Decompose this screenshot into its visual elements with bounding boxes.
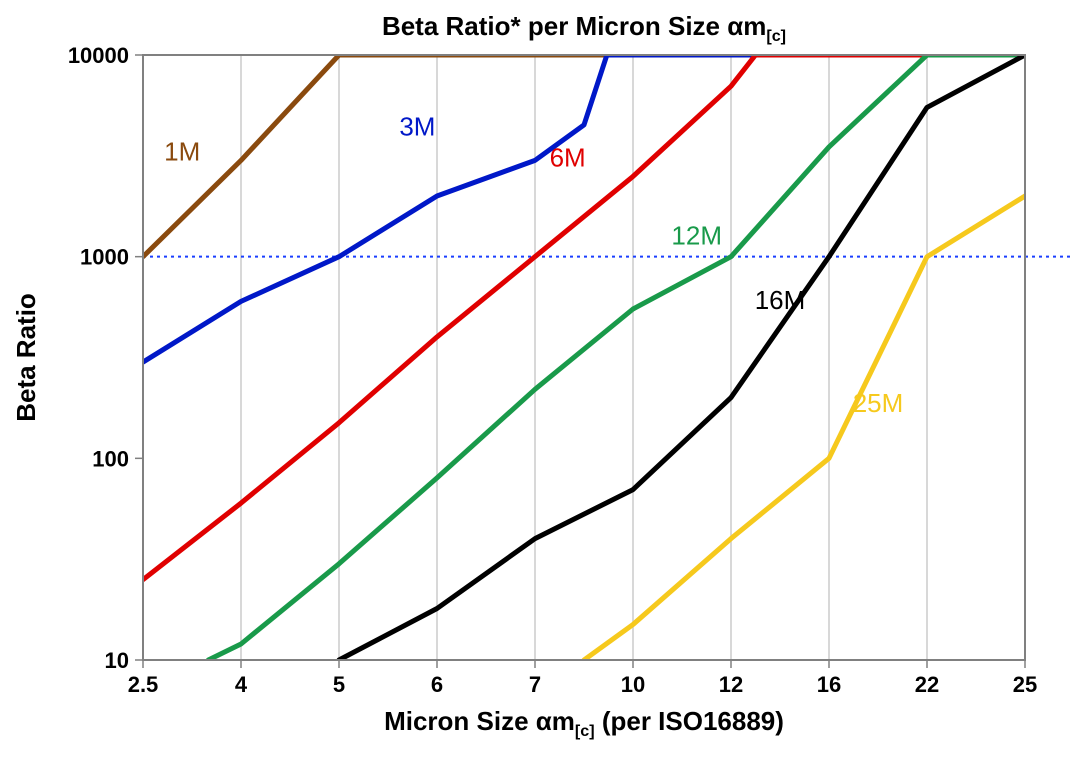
beta-ratio-chart: 1M 3M 6M 12M 16M 25M 2.5 4 5 6 7 10 12 16 22 25 10 100 100… <box>0 0 1082 769</box>
series-label-16M: 16M <box>755 285 806 315</box>
x-tick-label: 16 <box>817 672 841 697</box>
x-tick-label: 5 <box>333 672 345 697</box>
series-label-3M: 3M <box>399 111 435 141</box>
x-tick-label: 4 <box>235 672 248 697</box>
chart-title: Beta Ratio* per Micron Size αm[c] <box>382 11 786 45</box>
y-tick-label: 100 <box>92 446 129 471</box>
x-tick-label: 22 <box>915 672 939 697</box>
series-label-6M: 6M <box>550 142 586 172</box>
y-axis-title: Beta Ratio <box>11 293 41 422</box>
chart-svg: 1M 3M 6M 12M 16M 25M 2.5 4 5 6 7 10 12 16 22 25 10 100 100… <box>0 0 1082 769</box>
y-tick-label: 10000 <box>68 43 129 68</box>
y-tick-label: 10 <box>105 648 129 673</box>
x-tick-label: 10 <box>621 672 645 697</box>
series-label-25M: 25M <box>853 388 904 418</box>
x-tick-label: 7 <box>529 672 541 697</box>
x-tick-label: 12 <box>719 672 743 697</box>
x-tick-label: 25 <box>1013 672 1037 697</box>
series-label-12M: 12M <box>671 220 722 250</box>
series-label-1M: 1M <box>164 136 200 166</box>
y-tick-label: 1000 <box>80 245 129 270</box>
x-tick-label: 2.5 <box>128 672 159 697</box>
x-tick-label: 6 <box>431 672 443 697</box>
